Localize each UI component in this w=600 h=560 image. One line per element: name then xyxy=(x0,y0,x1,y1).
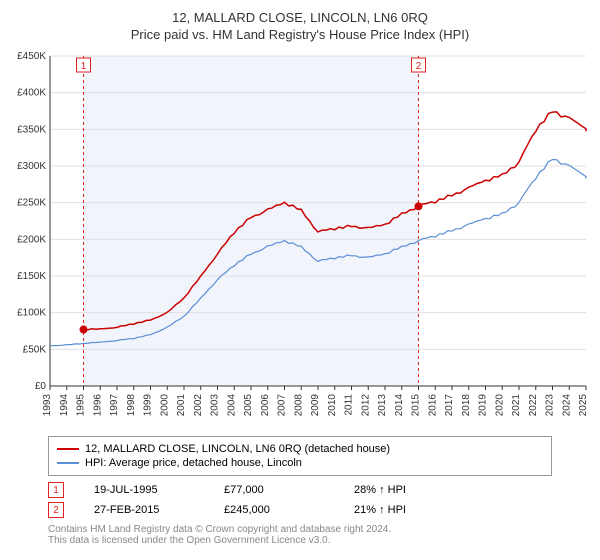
svg-text:2011: 2011 xyxy=(344,394,355,416)
marker-date: 27-FEB-2015 xyxy=(94,504,194,516)
marker-table: 1 19-JUL-1995 £77,000 28% ↑ HPI 2 27-FEB… xyxy=(48,482,552,518)
svg-text:1994: 1994 xyxy=(59,394,70,417)
svg-text:1993: 1993 xyxy=(42,394,53,417)
svg-text:2024: 2024 xyxy=(561,394,572,417)
marker-badge: 1 xyxy=(48,482,64,498)
svg-text:1996: 1996 xyxy=(92,394,103,417)
svg-text:£200K: £200K xyxy=(17,234,46,245)
svg-text:2020: 2020 xyxy=(494,394,505,417)
footer-line: Contains HM Land Registry data © Crown c… xyxy=(48,524,552,535)
svg-text:£350K: £350K xyxy=(17,124,46,135)
svg-text:2016: 2016 xyxy=(427,394,438,417)
svg-text:2007: 2007 xyxy=(277,394,288,417)
svg-text:2006: 2006 xyxy=(260,394,271,417)
svg-text:1995: 1995 xyxy=(76,394,87,417)
svg-text:2012: 2012 xyxy=(360,394,371,417)
svg-text:2021: 2021 xyxy=(511,394,522,417)
svg-text:2000: 2000 xyxy=(159,394,170,417)
legend-item: HPI: Average price, detached house, Linc… xyxy=(57,457,543,469)
marker-date: 19-JUL-1995 xyxy=(94,484,194,496)
svg-text:1: 1 xyxy=(81,61,87,72)
marker-price: £77,000 xyxy=(224,484,324,496)
svg-text:£450K: £450K xyxy=(17,51,46,62)
svg-text:2002: 2002 xyxy=(193,394,204,417)
svg-text:2023: 2023 xyxy=(545,394,556,417)
legend-label: 12, MALLARD CLOSE, LINCOLN, LN6 0RQ (det… xyxy=(85,443,390,455)
legend: 12, MALLARD CLOSE, LINCOLN, LN6 0RQ (det… xyxy=(48,436,552,476)
svg-text:1999: 1999 xyxy=(143,394,154,417)
svg-text:2004: 2004 xyxy=(226,394,237,417)
marker-badge: 2 xyxy=(48,502,64,518)
svg-text:2017: 2017 xyxy=(444,394,455,417)
legend-swatch-blue xyxy=(57,462,79,464)
price-chart: £0 £50K £100K £150K £200K £250K £300K £350K £400… xyxy=(8,50,592,430)
svg-text:£250K: £250K xyxy=(17,198,46,209)
svg-text:2018: 2018 xyxy=(461,394,472,417)
footer: Contains HM Land Registry data © Crown c… xyxy=(48,524,552,546)
svg-text:2022: 2022 xyxy=(528,394,539,417)
svg-text:£150K: £150K xyxy=(17,271,46,282)
svg-text:2008: 2008 xyxy=(293,394,304,417)
svg-text:2014: 2014 xyxy=(394,394,405,417)
svg-text:2015: 2015 xyxy=(411,394,422,417)
svg-text:1998: 1998 xyxy=(126,394,137,417)
marker-row: 2 27-FEB-2015 £245,000 21% ↑ HPI xyxy=(48,502,552,518)
marker-row: 1 19-JUL-1995 £77,000 28% ↑ HPI xyxy=(48,482,552,498)
chart-subtitle: Price paid vs. HM Land Registry's House … xyxy=(8,27,592,42)
svg-text:£400K: £400K xyxy=(17,88,46,99)
legend-swatch-red xyxy=(57,448,79,450)
svg-text:£0: £0 xyxy=(35,381,47,392)
svg-text:2013: 2013 xyxy=(377,394,388,417)
legend-item: 12, MALLARD CLOSE, LINCOLN, LN6 0RQ (det… xyxy=(57,443,543,455)
marker-price: £245,000 xyxy=(224,504,324,516)
svg-text:2001: 2001 xyxy=(176,394,187,417)
svg-text:2005: 2005 xyxy=(243,394,254,417)
svg-text:2003: 2003 xyxy=(210,394,221,417)
svg-text:£100K: £100K xyxy=(17,308,46,319)
chart-title: 12, MALLARD CLOSE, LINCOLN, LN6 0RQ xyxy=(8,10,592,25)
svg-text:2010: 2010 xyxy=(327,394,338,417)
svg-text:£300K: £300K xyxy=(17,161,46,172)
marker-pct: 28% ↑ HPI xyxy=(354,484,454,496)
svg-text:1997: 1997 xyxy=(109,394,120,417)
svg-text:2019: 2019 xyxy=(478,394,489,417)
svg-text:2009: 2009 xyxy=(310,394,321,417)
svg-text:£50K: £50K xyxy=(23,344,47,355)
svg-text:2: 2 xyxy=(416,61,422,72)
svg-text:2025: 2025 xyxy=(578,394,589,417)
footer-line: This data is licensed under the Open Gov… xyxy=(48,535,552,546)
marker-pct: 21% ↑ HPI xyxy=(354,504,454,516)
legend-label: HPI: Average price, detached house, Linc… xyxy=(85,457,302,469)
